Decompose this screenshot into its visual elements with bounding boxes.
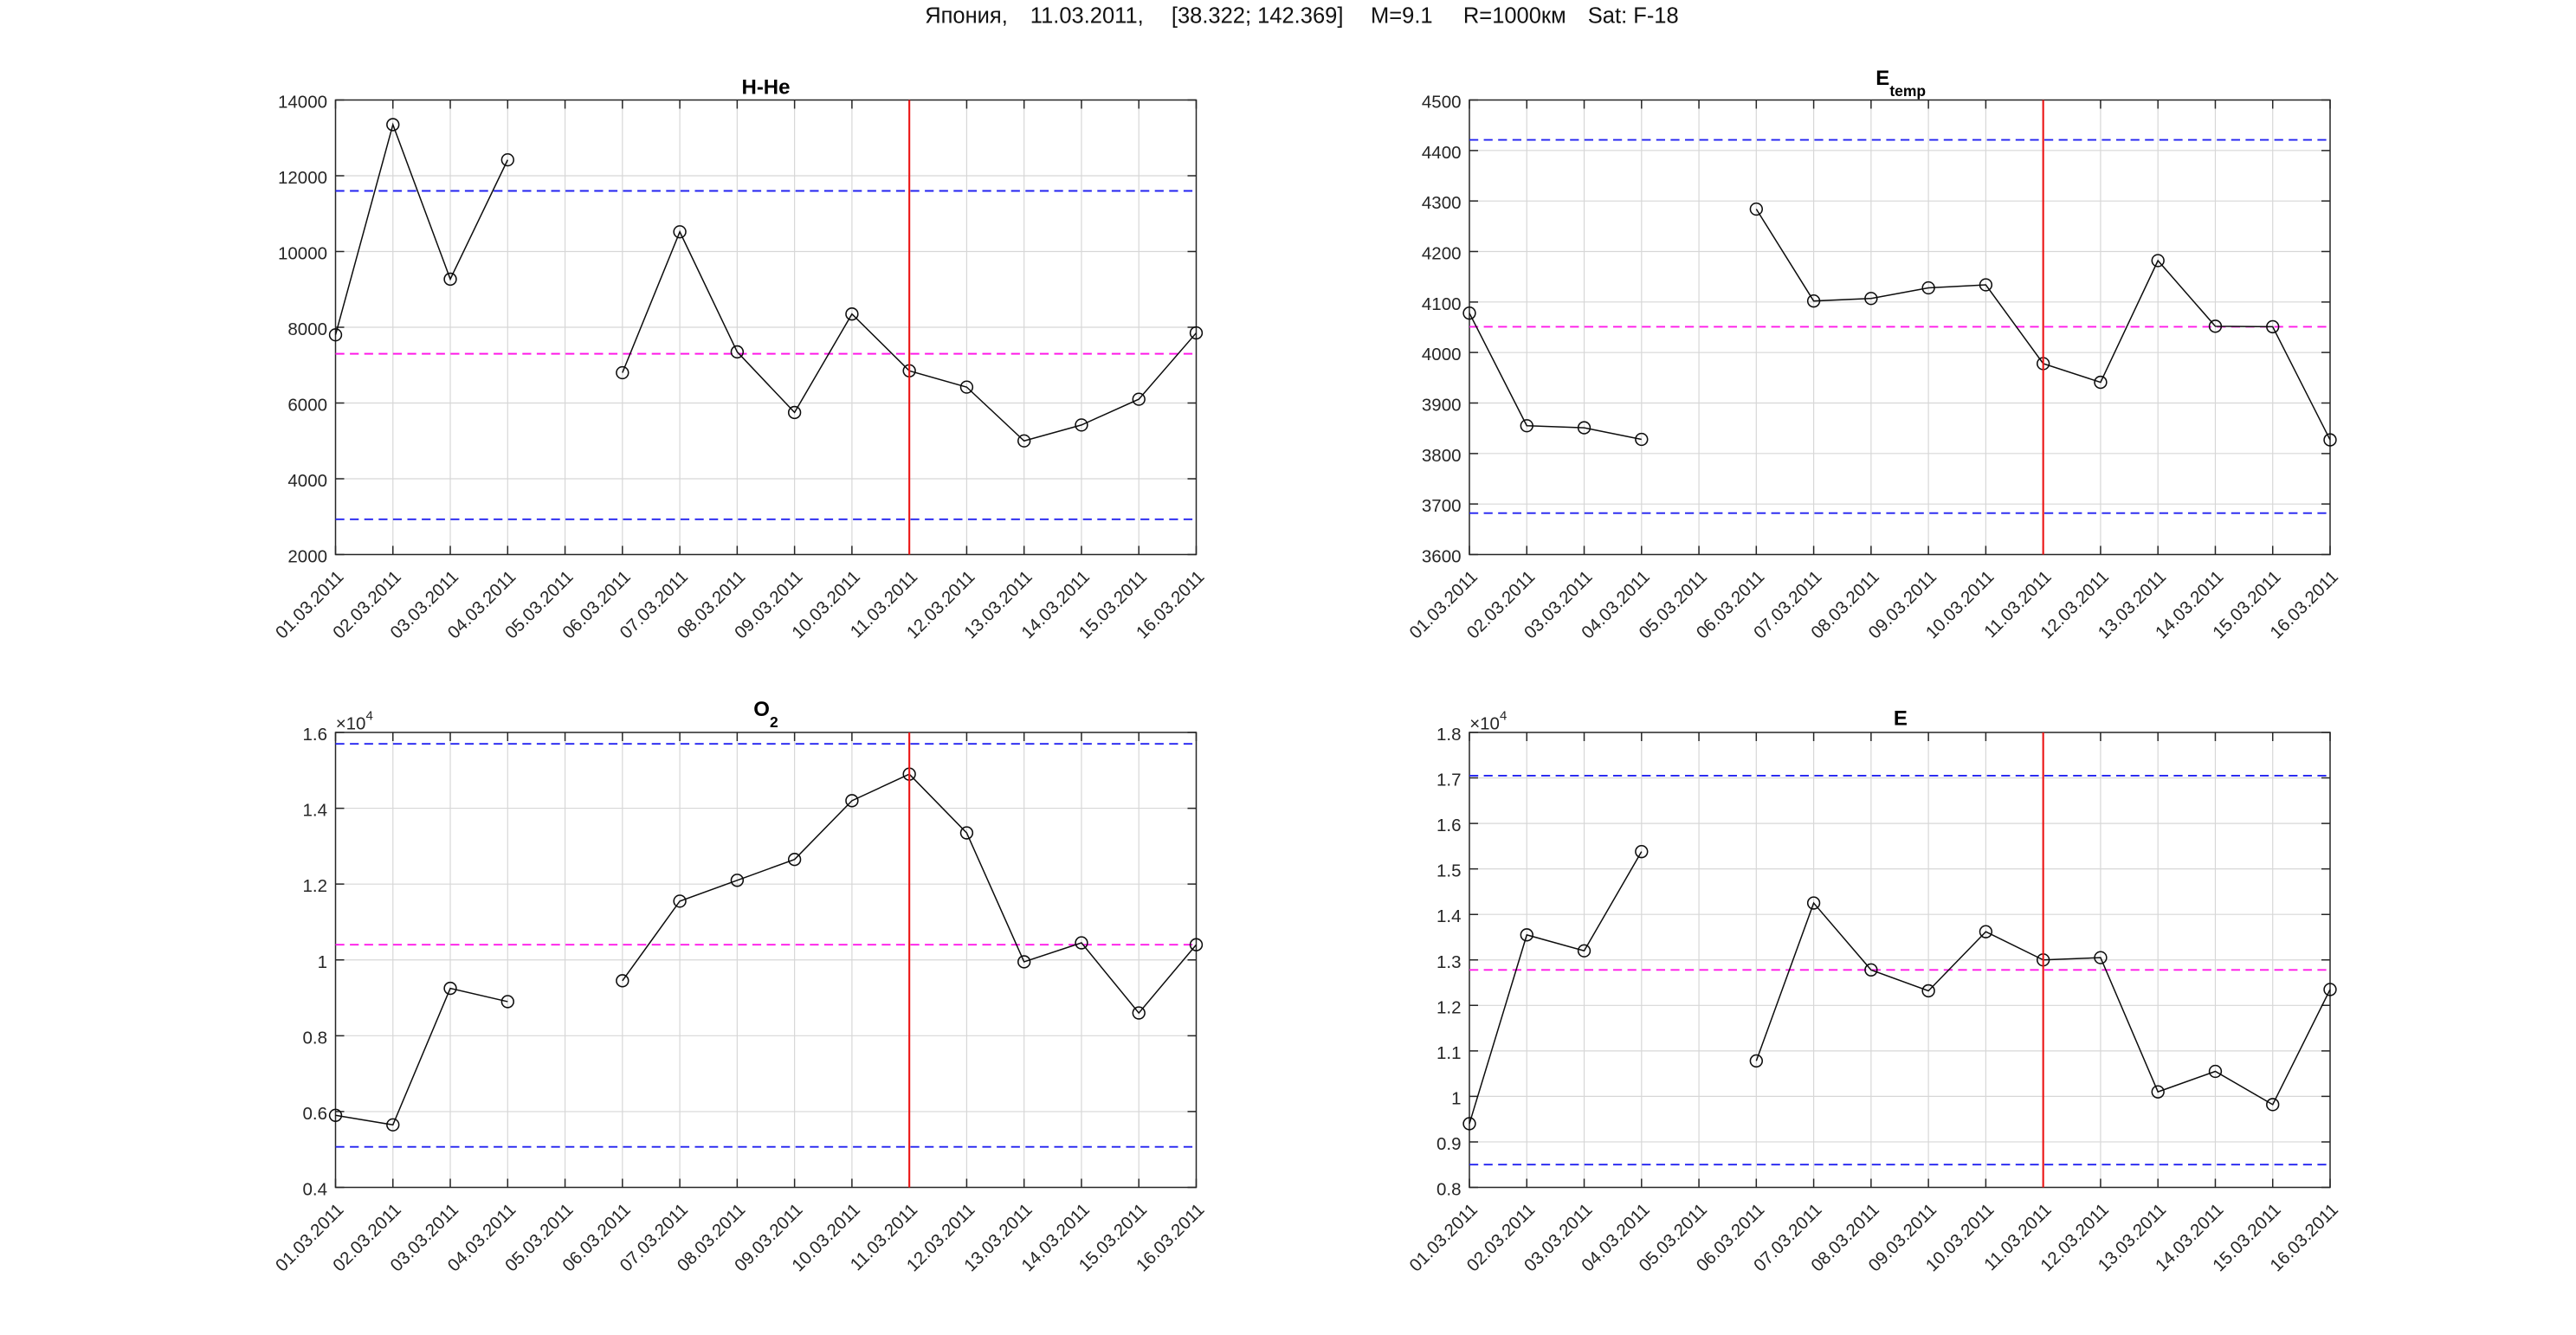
svg-text:Sat: F-18: Sat: F-18 <box>1588 4 1679 29</box>
svg-text:11.03.2011,: 11.03.2011, <box>1030 4 1144 29</box>
svg-text:0.8: 0.8 <box>1436 1180 1462 1200</box>
svg-text:10000: 10000 <box>278 244 327 264</box>
svg-text:4000: 4000 <box>1422 345 1462 364</box>
svg-text:1.7: 1.7 <box>1436 771 1462 790</box>
svg-text:3800: 3800 <box>1422 446 1462 466</box>
svg-text:1: 1 <box>318 952 327 972</box>
svg-text:1.2: 1.2 <box>303 876 328 896</box>
svg-text:4000: 4000 <box>287 471 327 491</box>
svg-text:12000: 12000 <box>278 168 327 188</box>
svg-text:H-He: H-He <box>741 76 790 100</box>
svg-text:[38.322; 142.369]: [38.322; 142.369] <box>1172 4 1344 29</box>
svg-text:E: E <box>1894 707 1908 731</box>
svg-text:4500: 4500 <box>1422 93 1462 113</box>
svg-text:Япония,: Япония, <box>925 4 1008 29</box>
svg-text:4100: 4100 <box>1422 294 1462 314</box>
svg-text:1.6: 1.6 <box>303 725 328 745</box>
svg-text:14000: 14000 <box>278 93 327 113</box>
svg-text:4200: 4200 <box>1422 244 1462 264</box>
svg-text:1.4: 1.4 <box>303 801 328 821</box>
svg-text:0.6: 0.6 <box>303 1104 328 1124</box>
svg-text:0.8: 0.8 <box>303 1028 328 1048</box>
svg-text:2000: 2000 <box>287 547 327 567</box>
svg-text:1.1: 1.1 <box>1436 1043 1462 1063</box>
svg-text:4400: 4400 <box>1422 143 1462 163</box>
svg-text:4300: 4300 <box>1422 193 1462 213</box>
svg-text:0.4: 0.4 <box>303 1180 328 1200</box>
svg-text:1.4: 1.4 <box>1436 906 1462 926</box>
svg-text:1.6: 1.6 <box>1436 816 1462 835</box>
svg-text:1.2: 1.2 <box>1436 997 1462 1017</box>
svg-text:3700: 3700 <box>1422 496 1462 516</box>
svg-text:0.9: 0.9 <box>1436 1134 1462 1154</box>
svg-text:R=1000км: R=1000км <box>1463 4 1566 29</box>
svg-text:6000: 6000 <box>287 396 327 416</box>
svg-text:1: 1 <box>1451 1088 1461 1108</box>
svg-text:3900: 3900 <box>1422 396 1462 416</box>
svg-text:1.3: 1.3 <box>1436 952 1462 972</box>
svg-text:M=9.1: M=9.1 <box>1371 4 1433 29</box>
svg-text:1.5: 1.5 <box>1436 861 1462 881</box>
svg-text:8000: 8000 <box>287 319 327 339</box>
svg-text:3600: 3600 <box>1422 547 1462 567</box>
svg-text:1.8: 1.8 <box>1436 725 1462 745</box>
